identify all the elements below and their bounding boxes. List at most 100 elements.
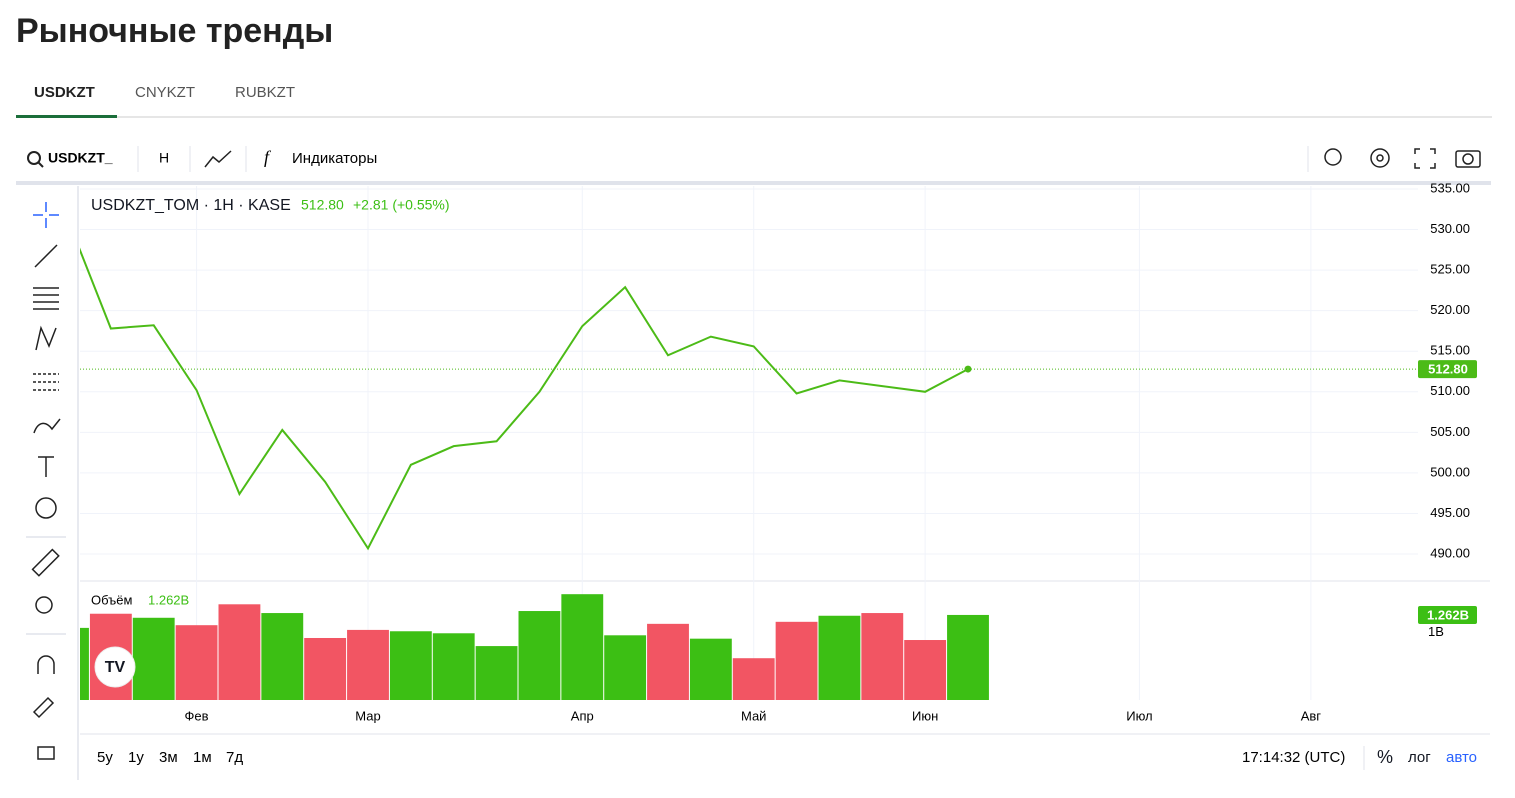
volume-bar <box>389 631 432 700</box>
drawing-toolbar <box>26 186 79 780</box>
price-change: +2.81 (+0.55%) <box>353 197 450 213</box>
volume-bar <box>475 646 518 700</box>
lock-drawings-tool[interactable] <box>32 696 55 719</box>
fib-tool[interactable] <box>33 287 59 310</box>
text-tool[interactable] <box>38 456 54 477</box>
volume-bar <box>904 640 947 700</box>
volume-bar <box>132 617 175 700</box>
y-tick-label: 520.00 <box>1430 302 1470 317</box>
range-button[interactable]: 1у <box>128 749 144 766</box>
volume-bar <box>861 613 904 700</box>
labels: Фев Мар Апр Май Июн Июл Авг 490.00 495.00 500.00 5… <box>185 180 1477 723</box>
volume-bar <box>304 637 347 700</box>
scale-option[interactable]: лог <box>1408 749 1431 766</box>
range-button[interactable]: 3м <box>159 749 178 766</box>
tab[interactable]: USDKZT <box>34 84 95 101</box>
projection-tool[interactable] <box>33 373 59 391</box>
footer: 5у 1у 3м 1м 7д% лог авто <box>97 747 1477 767</box>
volume-bar <box>775 621 818 700</box>
y-tick-label: 495.00 <box>1430 505 1470 520</box>
snapshot-button[interactable] <box>1455 150 1481 168</box>
settings-button[interactable] <box>1370 148 1390 168</box>
chart-title: USDKZT_TOM · 1H · KASE <box>91 197 291 214</box>
toolbar-divider <box>16 181 1491 185</box>
logo-text: TV <box>105 659 126 676</box>
top-toolbar: USDKZT_ H f Индикаторы <box>27 146 1481 172</box>
brush-tool[interactable] <box>33 418 61 434</box>
lock-tool[interactable] <box>37 746 55 760</box>
price-pane <box>80 247 1418 551</box>
settings-icon <box>1376 154 1384 162</box>
volume-pane <box>80 594 989 700</box>
y-tick-label: 530.00 <box>1430 221 1470 236</box>
replay-button[interactable] <box>1324 148 1342 166</box>
x-tick-label: Мар <box>355 708 380 723</box>
scale-option[interactable]: авто <box>1446 749 1477 766</box>
volume-bar <box>347 629 389 700</box>
grid <box>80 186 1418 700</box>
trend-line-tool[interactable] <box>34 244 58 268</box>
y-tick-label: 510.00 <box>1430 383 1470 398</box>
x-tick-label: Апр <box>571 708 594 723</box>
volume-last: 1.262B <box>148 592 189 607</box>
x-tick-label: Июн <box>912 708 938 723</box>
zoom-tool[interactable] <box>35 596 53 614</box>
indicators-button[interactable]: Индикаторы <box>292 150 377 167</box>
fx-icon: f <box>264 147 272 167</box>
price-line <box>80 247 969 551</box>
last-price-badge <box>1418 360 1477 379</box>
search-icon <box>27 151 41 165</box>
emoji-tool[interactable] <box>35 497 57 519</box>
crosshair-tool[interactable] <box>33 202 59 228</box>
volume-bar <box>947 614 989 700</box>
logo[interactable] <box>94 646 136 688</box>
volume-bar <box>80 627 89 700</box>
clock: 17:14:32 (UTC) <box>1242 749 1345 766</box>
volume-badge <box>1418 605 1477 624</box>
fullscreen-button[interactable] <box>1414 148 1436 169</box>
volume-bar <box>261 613 304 700</box>
x-tick-label: Июл <box>1126 708 1152 723</box>
y-tick-label: 525.00 <box>1430 262 1470 277</box>
volume-bar <box>818 615 861 700</box>
x-tick-label: Фев <box>185 708 209 723</box>
x-tick-label: Авг <box>1301 708 1322 723</box>
magnet-tool[interactable] <box>37 655 55 674</box>
range-button[interactable]: 5у <box>97 749 113 766</box>
volume-bar <box>732 658 775 700</box>
volume-bar <box>604 635 647 700</box>
snapshot-icon <box>1462 153 1474 165</box>
volume-bar <box>647 623 689 700</box>
interval[interactable]: H <box>159 150 169 166</box>
y-tick-label: 500.00 <box>1430 464 1470 479</box>
pattern-tool[interactable] <box>35 325 57 351</box>
volume-bar <box>175 625 218 700</box>
tab[interactable]: CNYKZT <box>135 84 195 101</box>
volume-bar <box>689 638 732 700</box>
last-price: 512.80 <box>301 197 344 213</box>
symbol-search[interactable]: USDKZT_ <box>48 150 113 166</box>
volume-tick-label: 1B <box>1428 624 1444 639</box>
range-button[interactable]: 7д <box>226 749 243 766</box>
tab-indicator <box>16 115 117 118</box>
volume-bar <box>518 611 561 700</box>
scale-option[interactable]: % <box>1377 747 1393 767</box>
ruler-tool[interactable] <box>31 548 60 577</box>
search-icon <box>37 161 44 168</box>
volume-bar <box>218 604 261 700</box>
last-price-badge-text: 512.80 <box>1428 362 1468 377</box>
volume-bar <box>561 594 604 700</box>
chart-type-button[interactable] <box>204 150 232 168</box>
y-tick-label: 535.00 <box>1430 180 1470 195</box>
range-button[interactable]: 1м <box>193 749 212 766</box>
x-tick-label: Май <box>741 708 766 723</box>
volume-bar <box>432 633 475 700</box>
page-title: Рыночные тренды <box>16 12 333 50</box>
y-tick-label: 515.00 <box>1430 343 1470 358</box>
tab[interactable]: RUBKZT <box>235 84 295 101</box>
y-tick-label: 505.00 <box>1430 424 1470 439</box>
y-tick-label: 490.00 <box>1430 545 1470 560</box>
volume-title: Объём <box>91 592 132 607</box>
